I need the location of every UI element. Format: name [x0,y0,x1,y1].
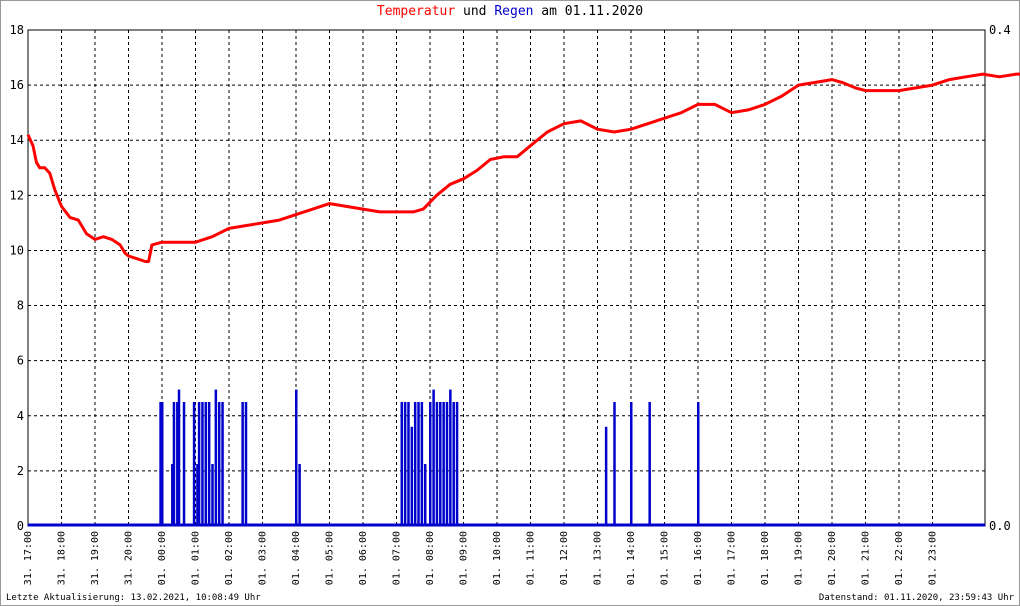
rain-bar [432,389,435,526]
rain-bar [613,402,616,526]
rain-bar [298,464,301,526]
axis-labels: 0 2 4 6 8 10 12 14 16 18 31. 17:00 31. 18:00 31. 19:… [10,23,1011,585]
y-left-tick-label: 0 [17,519,24,533]
grid [28,30,985,526]
x-tick-label: 01. 13:00 [593,531,604,585]
rain-bar [214,389,218,526]
y-left-tick-label: 10 [10,243,24,257]
title-date: am 01.11.2020 [533,4,644,19]
rain-bar [420,402,424,526]
title-temperature: Temperatur [376,4,456,19]
y-left-tick-label: 6 [17,354,24,368]
rain-bar [182,402,186,526]
rain-bar [417,402,420,526]
y-left-tick-label: 14 [10,133,24,147]
x-tick-label: 31. 17:00 [23,531,34,585]
rain-bar [201,402,204,526]
rain-bar [429,402,432,526]
x-tick-label: 01. 00:00 [157,531,168,585]
rain-bar [177,389,181,526]
x-tick-label: 31. 18:00 [57,531,68,585]
x-tick-label: 01. 12:00 [559,531,570,585]
rain-bar [161,402,164,526]
x-tick-label: 01. 17:00 [727,531,738,585]
rain-bar [403,402,407,526]
y-right-tick-label: 0.0 [989,519,1011,533]
x-tick-label: 01. 08:00 [425,531,436,585]
rain-bar [648,402,651,526]
footer-last-update: Letzte Aktualisierung: 13.02.2021, 10:08… [6,593,261,603]
x-tick-label: 01. 11:00 [526,531,537,585]
y-left-tick-label: 2 [17,464,24,478]
rain-bar [455,402,459,526]
rain-bar [295,389,298,526]
rain-bar [197,402,201,526]
x-tick-label: 01. 16:00 [693,531,704,585]
rain-bar [449,389,452,526]
x-tick-label: 01. 15:00 [660,531,671,585]
rain-bar [630,402,633,526]
y-left-tick-label: 16 [10,78,24,92]
x-tick-label: 31. 20:00 [124,531,135,585]
x-tick-label: 01. 22:00 [894,531,905,585]
x-tick-label: 01. 23:00 [928,531,939,585]
x-tick-label: 01. 04:00 [291,531,302,585]
rain-bar [439,402,442,526]
y-left-tick-label: 8 [17,299,24,313]
x-tick-label: 01. 09:00 [459,531,470,585]
rain-bar [407,402,410,526]
rain-bar [204,402,208,526]
rain-bar [410,426,414,526]
x-tick-label: 01. 21:00 [861,531,872,585]
x-tick-label: 31. 19:00 [90,531,101,585]
rain-bar [176,402,179,526]
rain-bar [423,464,427,526]
y-left-tick-label: 4 [17,409,24,423]
footer-data-status: Datenstand: 01.11.2020, 23:59:43 Uhr [818,593,1014,603]
x-tick-label: 01. 18:00 [760,531,771,585]
rain-bar [435,402,439,526]
plot-frame [27,29,986,527]
rain-bar [244,402,248,526]
x-tick-label: 01. 02:00 [224,531,235,585]
title-rain: Regen [494,4,534,19]
chart-title: Temperatur und Regen am 01.11.2020 [0,4,1020,19]
rain-bar [442,402,445,526]
x-tick-label: 01. 19:00 [794,531,805,585]
x-tick-label: 01. 20:00 [827,531,838,585]
temperature-series [26,72,1020,263]
rain-bar [413,402,417,526]
rain-bar [221,402,224,526]
rain-bar [217,402,221,526]
rain-bar [697,402,700,526]
temperature-line [26,72,1020,263]
y-left-tick-label: 18 [10,23,24,37]
rain-bar [192,402,196,526]
y-right-tick-label: 0.4 [989,23,1011,37]
x-tick-label: 01. 06:00 [358,531,369,585]
rain-bar [445,402,449,526]
axes [27,29,986,527]
rain-bar [172,402,176,526]
y-left-tick-label: 12 [10,188,24,202]
rain-bar [196,464,199,526]
x-tick-label: 01. 14:00 [626,531,637,585]
rain-bar [211,464,214,526]
x-tick-label: 01. 03:00 [258,531,269,585]
rain-bar [604,426,608,526]
rain-bar [207,402,211,526]
rain-series [28,389,985,527]
rain-bar [452,402,455,526]
rain-bar [241,402,244,526]
rain-bar [159,402,162,526]
x-tick-label: 01. 01:00 [191,531,202,585]
x-tick-label: 01. 07:00 [392,531,403,585]
x-tick-label: 01. 05:00 [325,531,336,585]
x-tick-label: 01. 10:00 [492,531,503,585]
rain-bar [400,402,404,526]
rain-bar [171,464,174,526]
title-und: und [455,4,495,19]
